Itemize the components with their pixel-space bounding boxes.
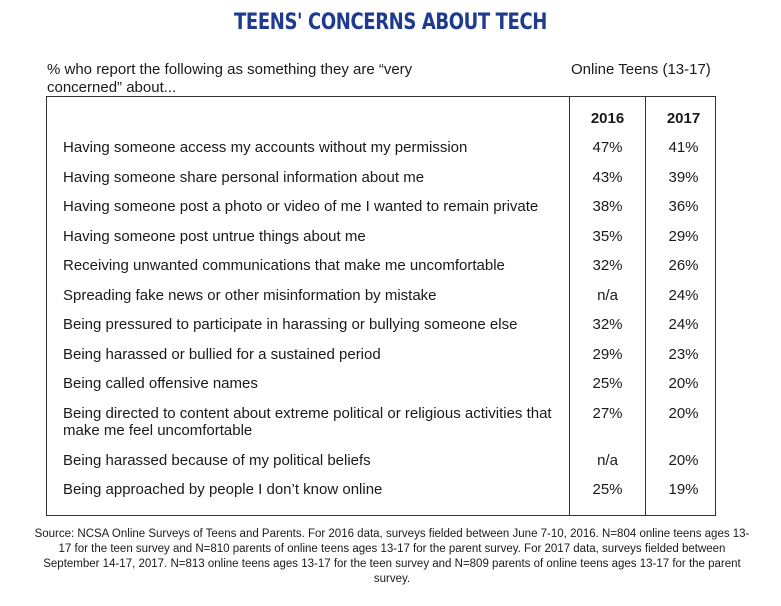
row-label: Being approached by people I don’t know …: [63, 481, 383, 498]
row-label: Being pressured to participate in harass…: [63, 316, 518, 333]
row-label: Being harassed or bullied for a sustaine…: [63, 345, 381, 363]
cell-2016: 27%: [592, 404, 623, 422]
cell-2016: 25%: [592, 481, 623, 498]
cell-2017: 19%: [668, 481, 699, 498]
row-label: Spreading fake news or other misinformat…: [63, 286, 437, 304]
group-label: Online Teens (13-17): [571, 61, 711, 78]
row-label: Having someone post a photo or video of …: [63, 198, 539, 215]
source-note: Source: NCSA Online Surveys of Teens and…: [34, 528, 750, 585]
cell-2017: 20%: [668, 404, 699, 422]
cell-2016: 38%: [592, 198, 623, 215]
row-label: Being called offensive names: [63, 375, 258, 392]
column-header-2016: 2016: [590, 110, 625, 127]
cell-2017: 26%: [668, 257, 699, 274]
cell-2016: n/a: [597, 286, 618, 304]
chart-subtitle: % who report the following as something …: [47, 61, 413, 96]
chart-title: TEENS' CONCERNS ABOUT TECH: [234, 10, 547, 35]
cell-2016: 29%: [592, 345, 623, 363]
cell-2017: 24%: [668, 286, 699, 304]
cell-2017: 20%: [668, 375, 699, 392]
cell-2016: 43%: [592, 168, 623, 186]
cell-2017: 39%: [668, 168, 699, 186]
cell-2017: 29%: [668, 227, 699, 245]
cell-2016: 25%: [592, 375, 623, 392]
cell-2016: 47%: [592, 139, 623, 156]
cell-2016: n/a: [597, 451, 618, 469]
column-divider-2: [645, 97, 646, 515]
column-header-2017: 2017: [666, 110, 701, 127]
row-label: Having someone access my accounts withou…: [63, 139, 468, 156]
row-label: Receiving unwanted communications that m…: [63, 257, 505, 274]
row-label: Having someone post untrue things about …: [63, 227, 366, 245]
cell-2017: 36%: [668, 198, 699, 215]
row-label: Having someone share personal informatio…: [63, 168, 425, 186]
concerns-table: 2016 2017 Having someone access my accou…: [46, 96, 716, 516]
cell-2017: 41%: [668, 139, 699, 156]
cell-2017: 23%: [668, 345, 699, 363]
cell-2017: 20%: [668, 451, 699, 469]
cell-2017: 24%: [668, 316, 699, 333]
row-label: Being harassed because of my political b…: [63, 451, 371, 469]
column-divider-1: [569, 97, 570, 515]
cell-2016: 32%: [592, 257, 623, 274]
cell-2016: 32%: [592, 316, 623, 333]
cell-2016: 35%: [592, 227, 623, 245]
row-label: Being directed to content about extreme …: [63, 404, 552, 439]
